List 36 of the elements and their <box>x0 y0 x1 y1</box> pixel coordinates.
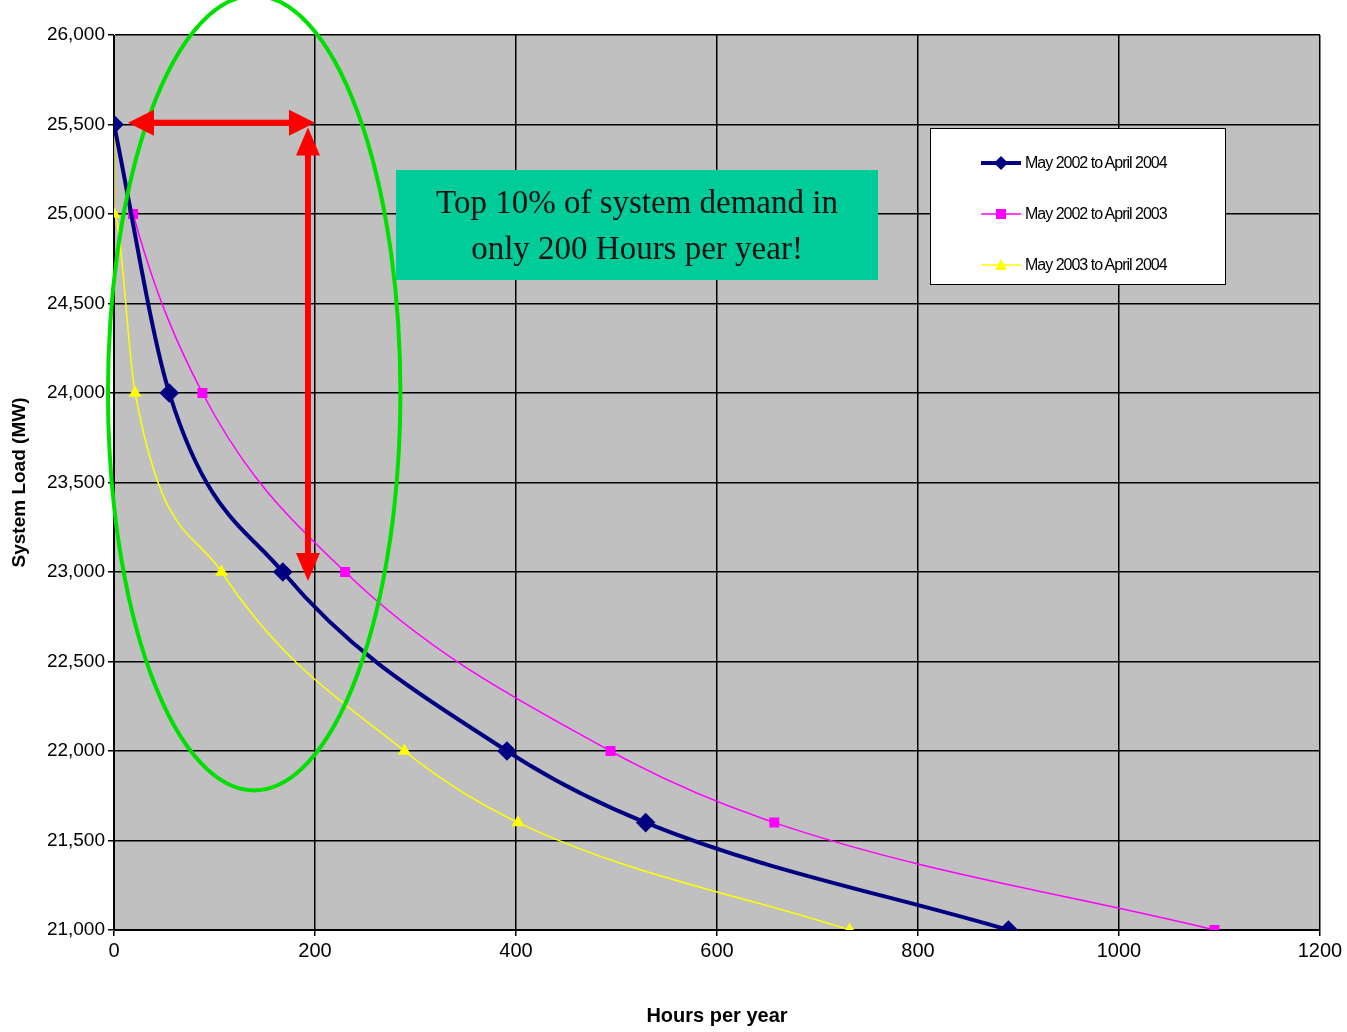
x-tick-label: 800 <box>901 938 935 961</box>
legend-label: May 2003 to April 2004 <box>1025 255 1167 274</box>
point <box>636 813 655 832</box>
y-tick-label: 26,000 <box>46 23 105 45</box>
y-tick-label: 23,000 <box>46 560 105 582</box>
x-tick-label: 1000 <box>1096 938 1142 961</box>
point <box>160 384 179 402</box>
y-tick-label: 24,000 <box>46 381 105 403</box>
y-tick-label: 25,000 <box>46 202 105 224</box>
y-axis-title: System Load (MW) <box>7 397 29 568</box>
y-tick-label: 23,500 <box>46 470 105 492</box>
point <box>605 746 616 756</box>
point <box>769 817 780 828</box>
y-tick-label: 25,500 <box>46 112 105 134</box>
point <box>340 567 351 577</box>
x-tick-label: 600 <box>700 938 734 961</box>
point <box>215 565 228 576</box>
x-tick-label: 1200 <box>1297 938 1343 961</box>
point <box>512 815 524 827</box>
y-tick-label: 24,500 <box>46 291 105 313</box>
point <box>129 386 142 397</box>
legend-label: May 2002 to April 2003 <box>1025 204 1167 223</box>
annotation: Top 10% of system demand in only 200 Hours per year! <box>396 170 878 280</box>
x-tick-label: 400 <box>499 938 533 961</box>
point <box>497 742 516 760</box>
x-tick-label: 200 <box>298 938 332 961</box>
y-tick-label: 21,000 <box>46 918 105 940</box>
point <box>273 563 292 581</box>
x-tick-label: 0 <box>108 938 120 961</box>
legend-label: May 2002 to April 2004 <box>1025 153 1167 172</box>
y-tick-label: 21,500 <box>46 828 105 850</box>
x-axis-title: Hours per year <box>646 1003 788 1026</box>
point <box>398 744 411 755</box>
y-tick-label: 22,000 <box>46 739 105 761</box>
y-tick-label: 22,500 <box>46 649 105 671</box>
point <box>197 388 208 398</box>
